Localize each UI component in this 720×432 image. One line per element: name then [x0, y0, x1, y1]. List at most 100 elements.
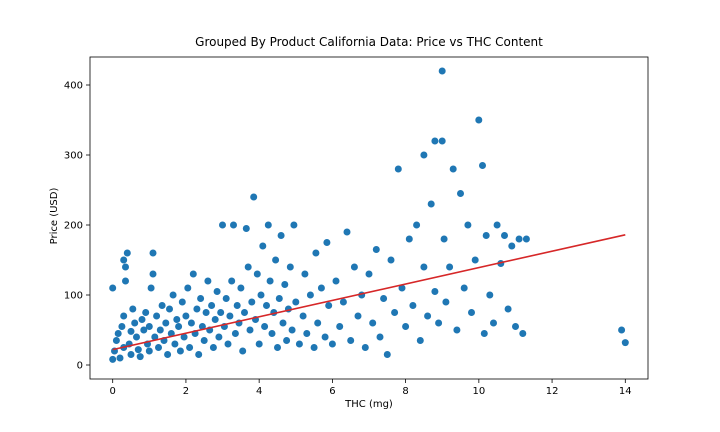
scatter-point: [438, 137, 446, 145]
scatter-point: [162, 319, 170, 327]
scatter-point: [435, 319, 443, 327]
scatter-point: [202, 309, 210, 316]
scatter-point: [246, 326, 254, 334]
scatter-point: [233, 302, 241, 309]
scatter-point: [222, 295, 230, 302]
scatter-point: [440, 235, 448, 243]
scatter-point: [442, 298, 450, 306]
trend-line: [112, 234, 626, 351]
scatter-point: [140, 326, 148, 334]
scatter-point: [438, 67, 446, 75]
scatter-point: [133, 333, 140, 341]
scatter-point: [158, 302, 166, 309]
scatter-point: [618, 326, 626, 334]
scatter-point: [281, 281, 289, 288]
scatter-point: [164, 351, 172, 358]
scatter-point: [123, 249, 131, 257]
scatter-point: [480, 330, 488, 337]
scatter-point: [420, 151, 428, 159]
scatter-point: [182, 312, 190, 320]
scatter-point: [306, 291, 314, 299]
scatter-point: [449, 165, 457, 173]
scatter-point: [261, 323, 269, 330]
scatter-point: [169, 291, 177, 299]
scatter-point: [155, 344, 162, 351]
scatter-point: [347, 337, 355, 344]
scatter-point: [277, 232, 285, 239]
scatter-point: [431, 288, 439, 295]
plot-area: [89, 56, 649, 380]
scatter-point: [286, 263, 294, 271]
scatter-point: [361, 344, 369, 351]
scatter-point: [621, 339, 629, 347]
scatter-point: [299, 312, 307, 320]
scatter-point: [431, 137, 439, 145]
scatter-point: [288, 326, 296, 334]
scatter-point: [354, 312, 362, 320]
y-tick-label: 100: [64, 291, 83, 302]
x-axis: 0 2 4 6 8 10 12 14: [110, 379, 632, 397]
scatter-point: [173, 316, 181, 323]
scatter-point: [109, 355, 117, 363]
y-tick-label: 400: [64, 81, 83, 92]
plot-frame: [89, 56, 649, 380]
scatter-point: [167, 330, 175, 337]
scatter-point: [387, 256, 395, 264]
y-tick-label: 200: [64, 221, 83, 232]
x-tick-label: 8: [402, 386, 408, 397]
scatter-point: [398, 284, 406, 292]
scatter-point: [292, 298, 300, 306]
scatter-point: [259, 242, 267, 250]
scatter-point: [263, 302, 270, 309]
scatter-point: [303, 330, 311, 337]
scatter-point: [471, 256, 479, 264]
scatter-point: [241, 309, 248, 316]
scatter-point: [301, 270, 309, 278]
scatter-point: [253, 270, 261, 278]
scatter-point: [295, 340, 303, 348]
scatter-point: [136, 353, 144, 361]
scatter-point: [332, 277, 340, 285]
scatter-point: [268, 330, 276, 337]
scatter-point: [266, 277, 274, 285]
scatter-point: [424, 312, 432, 320]
x-tick-label: 6: [329, 386, 335, 397]
scatter-point: [215, 333, 223, 341]
scatter-point: [134, 346, 142, 354]
scatter-point: [122, 263, 129, 271]
scatter-point: [457, 190, 464, 197]
scatter-point: [231, 330, 239, 337]
scatter-point: [208, 302, 216, 309]
scatter-point: [197, 295, 205, 302]
scatter-point: [237, 284, 245, 292]
scatter-point: [118, 323, 126, 330]
scatter-point: [226, 312, 234, 320]
scatter-point: [186, 344, 194, 351]
scatter-point: [147, 284, 155, 292]
scatter-point: [339, 298, 347, 306]
scatter-point: [512, 323, 519, 330]
scatter-point: [257, 291, 265, 299]
scatter-point: [328, 340, 336, 348]
x-tick-label: 2: [183, 386, 189, 397]
scatter-point: [394, 165, 402, 173]
y-tick-label: 300: [64, 151, 83, 162]
scatter-point: [242, 225, 250, 232]
scatter-point: [228, 277, 236, 285]
scatter-point: [178, 298, 186, 306]
scatter-point: [200, 337, 208, 344]
scatter-point: [156, 326, 164, 334]
scatter-point: [515, 235, 523, 243]
scatter-point: [279, 319, 287, 327]
scatter-point: [250, 193, 258, 201]
scatter-point: [501, 232, 508, 239]
scatter-point: [323, 239, 331, 246]
scatter-point: [504, 305, 512, 313]
scatter-point: [120, 312, 128, 320]
scatter-point: [151, 333, 159, 341]
scatter-point: [122, 277, 129, 285]
x-tick-label: 4: [256, 386, 262, 397]
scatter-point: [508, 242, 516, 250]
scatter-point: [142, 309, 150, 316]
scatter-point: [244, 263, 252, 271]
